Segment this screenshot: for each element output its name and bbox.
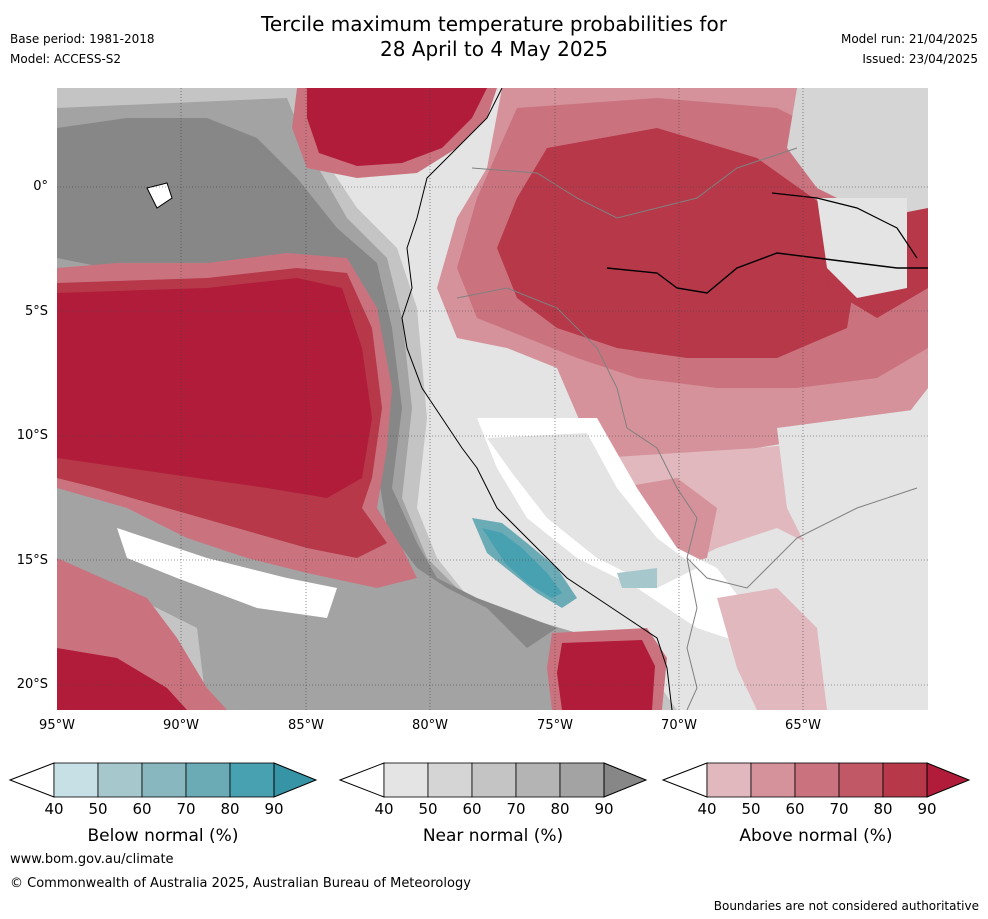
above-80-interior <box>497 128 857 358</box>
map-svg <box>57 88 928 710</box>
colorbar-below-tick-50: 50 <box>88 800 108 818</box>
colorbar-above-swatches <box>706 762 928 798</box>
lat-label-15s: 15°S <box>16 553 48 568</box>
colorbar-below-swatch-40 <box>53 762 99 798</box>
colorbar-below-tick-70: 70 <box>176 800 196 818</box>
colorbar-near-tick-90: 90 <box>594 800 614 818</box>
colorbar-above-tick-70: 70 <box>829 800 849 818</box>
footer-disclaimer: Boundaries are not considered authoritat… <box>713 899 979 913</box>
issued-date: Issued: 23/04/2025 <box>862 52 978 66</box>
above-90-southwest <box>57 648 187 710</box>
above-90-west-ocean <box>57 278 372 498</box>
above-90-north-ocean <box>307 88 487 166</box>
colorbar-below-swatch-70 <box>185 762 231 798</box>
model-run: Model run: 21/04/2025 <box>840 32 978 46</box>
colorbar-near-max-arrow <box>603 762 648 798</box>
meta-right: Model run: 21/04/2025 Issued: 23/04/2025 <box>841 32 978 72</box>
colorbar-above-tick-40: 40 <box>697 800 717 818</box>
colorbar-below-label: Below normal (%) <box>87 826 239 846</box>
colorbar-below-swatches <box>53 762 275 798</box>
below-50-inland-pocket <box>617 568 657 588</box>
colorbar-near-swatch-60 <box>471 762 517 798</box>
colorbar-above-min-arrow <box>661 762 708 798</box>
colorbar-above-max-arrow <box>926 762 971 798</box>
lon-label-70w: 70°W <box>661 718 697 733</box>
lon-label-75w: 75°W <box>537 718 573 733</box>
near-normal-northeast <box>787 88 928 218</box>
probability-map <box>57 88 928 710</box>
colorbar-near-swatches <box>383 762 605 798</box>
colorbar-above-tick-90: 90 <box>917 800 937 818</box>
colorbar-near-swatch-40 <box>383 762 429 798</box>
colorbar-above-swatch-50 <box>750 762 796 798</box>
colorbar-near-tick-80: 80 <box>550 800 570 818</box>
colorbar-below-tick-60: 60 <box>132 800 152 818</box>
colorbar-near-min-arrow <box>338 762 385 798</box>
colorbar-near <box>338 762 648 798</box>
lat-label-20s: 20°S <box>16 677 48 692</box>
colorbar-near-swatch-50 <box>427 762 473 798</box>
base-period: Base period: 1981-2018 <box>10 32 155 46</box>
lon-label-90w: 90°W <box>163 718 199 733</box>
model-name: Model: ACCESS-S2 <box>10 52 122 66</box>
border-south <box>456 287 918 589</box>
rio-negro <box>771 192 918 259</box>
lat-label-0: 0° <box>33 179 48 194</box>
lon-label-65w: 65°W <box>785 718 821 733</box>
colorbar-below-min-arrow <box>8 762 55 798</box>
colorbar-below-swatch-80 <box>229 762 275 798</box>
footer-copyright: © Commonwealth of Australia 2025, Austra… <box>10 876 471 891</box>
lon-label-95w: 95°W <box>39 718 75 733</box>
colorbar-below-tick-80: 80 <box>220 800 240 818</box>
colorbar-above-swatch-80 <box>882 762 928 798</box>
colorbar-above-swatch-70 <box>838 762 884 798</box>
colorbar-above-swatch-40 <box>706 762 752 798</box>
footer-website[interactable]: www.bom.gov.au/climate <box>10 852 174 867</box>
border-north <box>471 147 798 219</box>
colorbar-below-swatch-60 <box>141 762 187 798</box>
near-normal-southeast <box>777 408 928 710</box>
colorbar-below-tick-90: 90 <box>264 800 284 818</box>
lon-label-85w: 85°W <box>288 718 324 733</box>
no-signal-west-band <box>117 528 337 618</box>
coastline <box>401 88 673 710</box>
title-line-2: 28 April to 4 May 2025 <box>380 37 608 61</box>
lon-label-80w: 80°W <box>412 718 448 733</box>
colorbar-below <box>8 762 318 798</box>
galapagos-islands <box>146 182 173 209</box>
colorbar-above-tick-80: 80 <box>873 800 893 818</box>
colorbar-near-tick-50: 50 <box>418 800 438 818</box>
below-80-coastal-strip <box>482 528 562 598</box>
colorbar-above-tick-60: 60 <box>785 800 805 818</box>
colorbar-near-label: Near normal (%) <box>422 826 564 846</box>
chart-title: Tercile maximum temperature probabilitie… <box>0 12 988 62</box>
colorbar-above-tick-50: 50 <box>741 800 761 818</box>
near-normal-40-coastal <box>487 433 697 588</box>
amazon-river <box>606 252 928 294</box>
colorbar-above <box>661 762 971 798</box>
map-gridlines <box>57 88 928 710</box>
colorbar-near-tick-40: 40 <box>374 800 394 818</box>
colorbar-near-swatch-80 <box>559 762 605 798</box>
colorbar-above-label: Above normal (%) <box>739 826 893 846</box>
near-normal-northeast-inner <box>817 198 907 298</box>
title-line-1: Tercile maximum temperature probabilitie… <box>261 12 727 36</box>
near-normal-90-region <box>57 118 557 648</box>
meta-left: Base period: 1981-2018 Model: ACCESS-S2 <box>10 32 155 72</box>
colorbar-below-max-arrow <box>273 762 318 798</box>
colorbar-below-swatch-50 <box>97 762 143 798</box>
above-40-southeast <box>717 588 827 710</box>
lat-label-5s: 5°S <box>24 304 48 319</box>
colorbar-above-swatch-60 <box>794 762 840 798</box>
lat-label-10s: 10°S <box>16 428 48 443</box>
colorbar-below-tick-40: 40 <box>44 800 64 818</box>
colorbar-near-swatch-70 <box>515 762 561 798</box>
colorbar-near-tick-70: 70 <box>506 800 526 818</box>
border-andes <box>686 557 698 710</box>
colorbar-near-tick-60: 60 <box>462 800 482 818</box>
above-90-south-blob <box>557 640 655 710</box>
